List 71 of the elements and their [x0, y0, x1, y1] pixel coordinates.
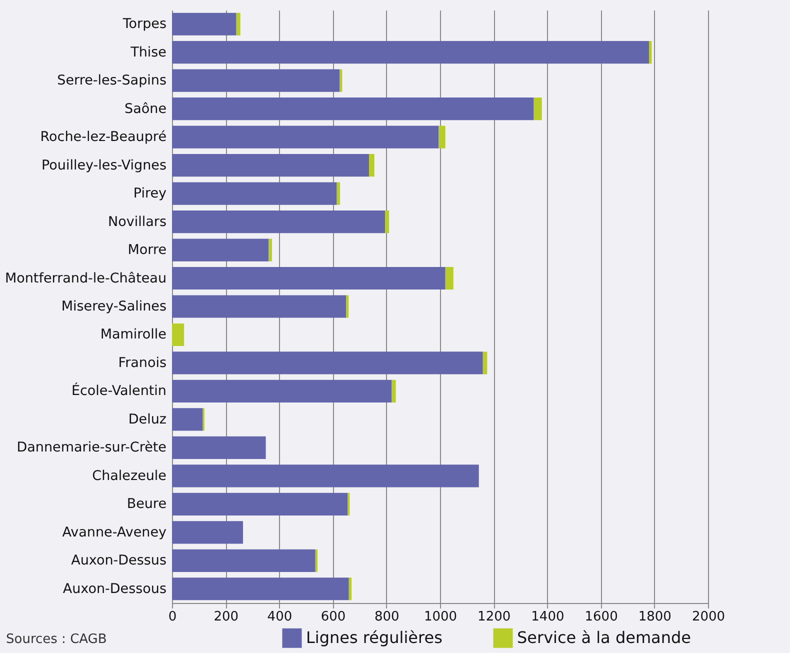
x-tick-label: 1800: [638, 610, 672, 624]
bar: [392, 380, 396, 403]
y-tick-label: Novillars: [108, 214, 166, 230]
x-tick-label: 1000: [424, 610, 458, 624]
bar: [172, 380, 392, 403]
bar: [172, 69, 340, 92]
y-tick-label: Morre: [128, 242, 166, 258]
bar: [336, 182, 340, 205]
x-tick-label: 400: [267, 610, 292, 624]
bar: [172, 238, 268, 262]
y-tick-label: Roche-lez-Beaupré: [40, 129, 166, 146]
bar: [172, 210, 386, 234]
bar: [172, 408, 203, 431]
bar: [172, 492, 348, 516]
bar: [172, 182, 337, 205]
x-tick-label: 1400: [531, 610, 564, 624]
y-tick-label: Auxon-Dessous: [62, 580, 166, 597]
bar: [172, 41, 650, 64]
y-tick-label: Pirey: [133, 186, 166, 202]
bar: [172, 578, 349, 600]
bar: [172, 126, 439, 148]
bar: [268, 238, 272, 262]
y-tick-label: Montferrand-le-Château: [4, 270, 166, 286]
source-note: Sources : CAGB: [6, 632, 107, 647]
x-tick-label: 800: [374, 610, 400, 624]
bar: [340, 69, 342, 92]
y-tick-label: Saône: [124, 100, 166, 117]
bar: [346, 295, 349, 318]
bar: [172, 295, 346, 318]
x-tick-label: 1200: [478, 610, 511, 624]
bar: [348, 578, 352, 600]
bar: [172, 154, 369, 177]
y-tick-label: Deluz: [128, 411, 166, 428]
y-tick-label: Miserey-Salines: [61, 298, 166, 314]
bar: [172, 12, 236, 36]
x-tick-label: 200: [214, 610, 239, 624]
bar: [385, 210, 390, 234]
y-tick-label: Mamirolle: [100, 326, 166, 343]
bar: [368, 154, 374, 177]
bar: [172, 323, 184, 346]
y-tick-label: Avanne-Aveney: [62, 524, 167, 540]
bar: [482, 352, 488, 374]
y-tick-label: Serre-les-Sapins: [57, 72, 166, 89]
legend-label: Service à la demande: [517, 628, 691, 648]
legend-label: Lignes régulières: [306, 628, 442, 648]
y-tick-label: École-Valentin: [71, 382, 166, 400]
x-tick-label: 0: [168, 610, 177, 624]
y-tick-label: Auxon-Dessus: [71, 552, 166, 569]
bar: [172, 436, 266, 459]
bar: [534, 98, 542, 120]
bar: [172, 352, 483, 374]
bar: [172, 266, 446, 290]
x-tick-label: 2000: [692, 610, 726, 624]
bar: [236, 12, 240, 36]
x-tick-label: 600: [320, 610, 346, 624]
y-tick-label: Pouilley-les-Vignes: [42, 157, 166, 174]
bar: [315, 549, 318, 572]
y-tick-label: Chalezeule: [92, 468, 166, 484]
y-tick-label: Thise: [130, 44, 166, 60]
bar: [172, 549, 316, 572]
y-tick-label: Beure: [126, 496, 166, 512]
y-tick-label: Torpes: [122, 16, 166, 32]
x-tick-label: 1600: [584, 610, 618, 624]
bar: [172, 98, 534, 120]
bar: [172, 521, 244, 544]
bar: [445, 266, 454, 290]
y-tick-label: Dannemarie-sur-Crète: [16, 440, 166, 456]
bar: [438, 126, 446, 148]
bar: [649, 41, 652, 64]
bar: [172, 464, 479, 488]
y-tick-label: Franois: [118, 354, 166, 371]
